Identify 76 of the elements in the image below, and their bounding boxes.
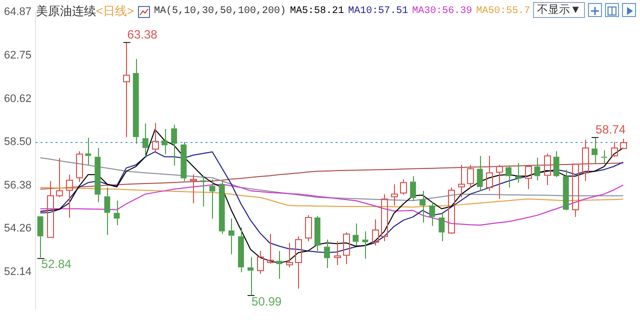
- y-tick-label: 62.75: [4, 49, 32, 62]
- text: MA5:58.21: [290, 6, 344, 17]
- candlestick: [515, 162, 522, 184]
- candlestick: [171, 124, 178, 166]
- y-tick-label: 64.87: [4, 6, 32, 18]
- candlestick: [582, 139, 589, 182]
- candlestick: [506, 164, 512, 188]
- annotation: MA(5,10,30,50,100,200): [154, 6, 286, 17]
- candlestick: [152, 122, 159, 152]
- candlestick: [381, 194, 388, 242]
- candlestick: [372, 218, 379, 246]
- y-tick-label: 58.50: [4, 136, 32, 148]
- candlestick: [486, 155, 493, 192]
- candlestick: [56, 158, 63, 198]
- candlestick: [114, 200, 120, 226]
- candlestick: [314, 215, 320, 252]
- candlestick: [410, 176, 416, 202]
- candlestick: [601, 150, 608, 165]
- candlestick: [123, 42, 130, 138]
- candlestick: [534, 157, 540, 181]
- candlestick: [85, 137, 92, 166]
- candlestick: [190, 174, 197, 204]
- text: MA10:57.51: [348, 6, 408, 17]
- candlestick: [142, 122, 148, 158]
- candlestick: [467, 164, 474, 189]
- candlestick: [162, 128, 168, 155]
- text: MA30:56.39: [412, 6, 472, 17]
- candlestick: [334, 240, 341, 266]
- candlestick: [343, 232, 350, 265]
- candlestick: [228, 218, 234, 255]
- candlestick: [94, 147, 101, 203]
- candlestick: [544, 152, 551, 186]
- y-tick-label: 52.14: [4, 266, 32, 278]
- candlestick: [66, 174, 73, 218]
- candlestick: [295, 236, 302, 290]
- candlestick: [572, 164, 579, 218]
- candlestick: [76, 150, 83, 183]
- candlestick: [248, 256, 254, 296]
- candlestick: [180, 142, 187, 182]
- candlestick: [218, 180, 225, 234]
- candlestick: [611, 142, 618, 158]
- candlestick: [592, 136, 598, 165]
- y-tick-label: 60.62: [4, 92, 32, 105]
- candlestick: [286, 242, 293, 268]
- candlestick: [476, 155, 483, 192]
- annotation: 不显示▼: [533, 2, 585, 18]
- annotation: 58.74: [596, 122, 626, 136]
- candlestick: [525, 164, 532, 190]
- candlestick: [420, 190, 426, 224]
- chart-subtitle: <日线>: [96, 4, 134, 18]
- annotation: 63.38: [127, 28, 158, 42]
- candlestick: [458, 164, 465, 198]
- candlestick: [352, 222, 359, 246]
- candlestick: [362, 230, 368, 260]
- candlestick: [438, 212, 445, 242]
- chart-title: 美原油连续: [36, 4, 96, 18]
- annotation: 50.99: [252, 294, 282, 309]
- candlestick: [132, 58, 139, 144]
- candlestick: [562, 169, 569, 210]
- candlestick: [496, 164, 503, 200]
- candlestick: [391, 184, 398, 206]
- candlestick: [104, 187, 110, 236]
- candlestick: [324, 239, 330, 268]
- annotation: 52.84: [41, 256, 72, 271]
- candlestick: [37, 216, 44, 258]
- candlestick: [267, 233, 274, 264]
- candlestick: [553, 150, 560, 178]
- candlestick: [276, 250, 282, 280]
- text: MA50:55.7: [476, 6, 530, 17]
- candlestick: [238, 226, 244, 273]
- candlestick: [429, 202, 436, 226]
- y-tick-label: 54.26: [4, 222, 32, 235]
- y-tick-label: 56.38: [4, 179, 32, 192]
- candlestick: [209, 178, 216, 220]
- candlestick: [257, 250, 264, 274]
- candlestick: [47, 180, 54, 238]
